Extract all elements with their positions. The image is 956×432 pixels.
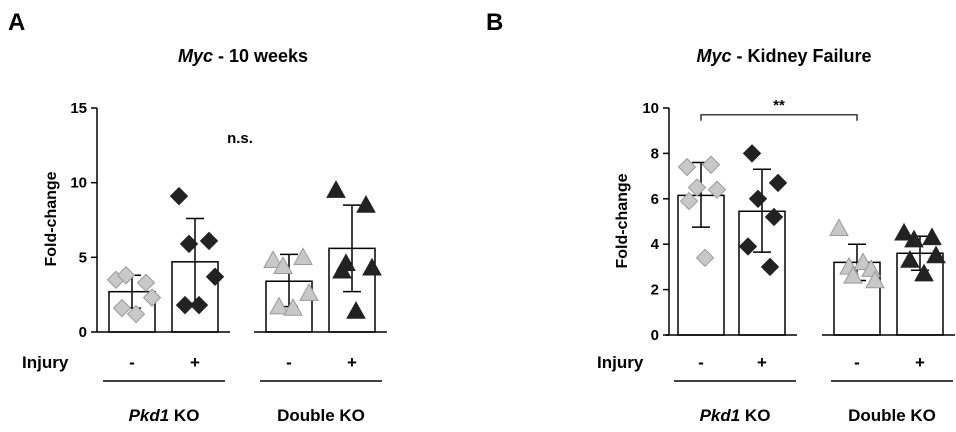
data-point [356, 195, 376, 213]
y-tick-label: 10 [70, 175, 87, 192]
data-point [169, 186, 189, 206]
data-point [687, 178, 707, 197]
y-tick-label: 6 [651, 191, 659, 208]
data-point [189, 295, 209, 315]
data-point [299, 283, 319, 301]
title-gene: Myc [696, 46, 731, 66]
data-point [326, 180, 346, 198]
category-label: - [129, 353, 135, 372]
data-point [760, 257, 780, 277]
data-point [695, 248, 715, 268]
data-point [136, 273, 156, 292]
data-point [332, 260, 352, 279]
title-rest: - Kidney Failure [731, 46, 871, 66]
data-point [904, 229, 924, 248]
data-point [269, 296, 289, 315]
data-point [701, 155, 721, 174]
data-point [922, 227, 942, 246]
panel-b: B Myc - Kidney Failure Fold-change Injur… [478, 0, 956, 432]
data-point [126, 304, 146, 324]
data-point [764, 207, 784, 227]
category-label: + [757, 353, 767, 372]
y-tick-label: 10 [642, 100, 659, 117]
injury-row-label: Injury [22, 353, 69, 372]
category-label: + [915, 353, 925, 372]
group-label: Double KO [277, 406, 365, 425]
injury-row-label: Injury [597, 353, 644, 372]
category-label: - [698, 353, 704, 372]
data-point [273, 256, 293, 274]
data-point [742, 144, 762, 163]
data-point [677, 157, 697, 177]
data-point [283, 298, 303, 316]
y-tick-label: 0 [651, 327, 659, 344]
data-point [707, 180, 727, 199]
panel-a: A Myc - 10 weeks Fold-change n.s. Injury… [8, 9, 387, 425]
data-point [843, 265, 863, 284]
category-label: - [854, 353, 860, 372]
y-axis-label: Fold-change [614, 173, 631, 268]
data-point [362, 257, 382, 276]
data-point [894, 222, 914, 241]
group-label: Double KO [848, 406, 936, 425]
chart-title: Myc - 10 weeks [178, 46, 308, 66]
data-point [116, 266, 136, 285]
panel-letter: B [486, 9, 503, 36]
y-tick-label: 15 [70, 100, 87, 117]
y-tick-label: 8 [651, 145, 659, 162]
data-point [926, 245, 946, 264]
data-point [865, 270, 885, 289]
significance-annotation: n.s. [227, 130, 253, 147]
y-tick-label: 0 [79, 324, 87, 341]
data-point [179, 234, 199, 254]
significance-label: ** [773, 97, 785, 114]
data-point [768, 173, 788, 193]
data-point [914, 263, 934, 282]
panel-letter: A [8, 9, 25, 36]
data-point [112, 298, 132, 318]
plot-area: 0 5 10 15 - + - + [70, 100, 387, 372]
y-tick-label: 2 [651, 282, 659, 299]
category-label: + [347, 353, 357, 372]
category-label: + [190, 353, 200, 372]
data-point [263, 250, 283, 269]
chart-title: Myc - Kidney Failure [696, 46, 871, 66]
chart-b-svg: B Myc - Kidney Failure Fold-change Injur… [486, 9, 955, 425]
group-label: Pkd1 KO [700, 406, 771, 425]
title-rest: - 10 weeks [213, 46, 308, 66]
data-point [142, 288, 162, 307]
data-point [199, 231, 219, 251]
data-point [346, 301, 366, 319]
data-point [175, 295, 195, 315]
chart-a-svg: A Myc - 10 weeks Fold-change n.s. Injury… [8, 9, 387, 425]
y-tick-label: 5 [79, 249, 87, 266]
data-point [738, 237, 758, 256]
title-gene: Myc [178, 46, 213, 66]
data-point [748, 189, 768, 209]
y-tick-label: 4 [651, 236, 660, 253]
category-label: - [286, 353, 292, 372]
y-axis-label: Fold-change [43, 171, 60, 266]
data-point [293, 247, 313, 266]
data-point [205, 267, 225, 286]
data-point [829, 218, 849, 237]
group-label: Pkd1 KO [129, 406, 200, 425]
data-point [679, 191, 699, 211]
significance-bracket [700, 114, 858, 121]
plot-area: 0 2 4 6 8 10 ** - + - + [642, 97, 955, 372]
data-point [900, 250, 920, 268]
